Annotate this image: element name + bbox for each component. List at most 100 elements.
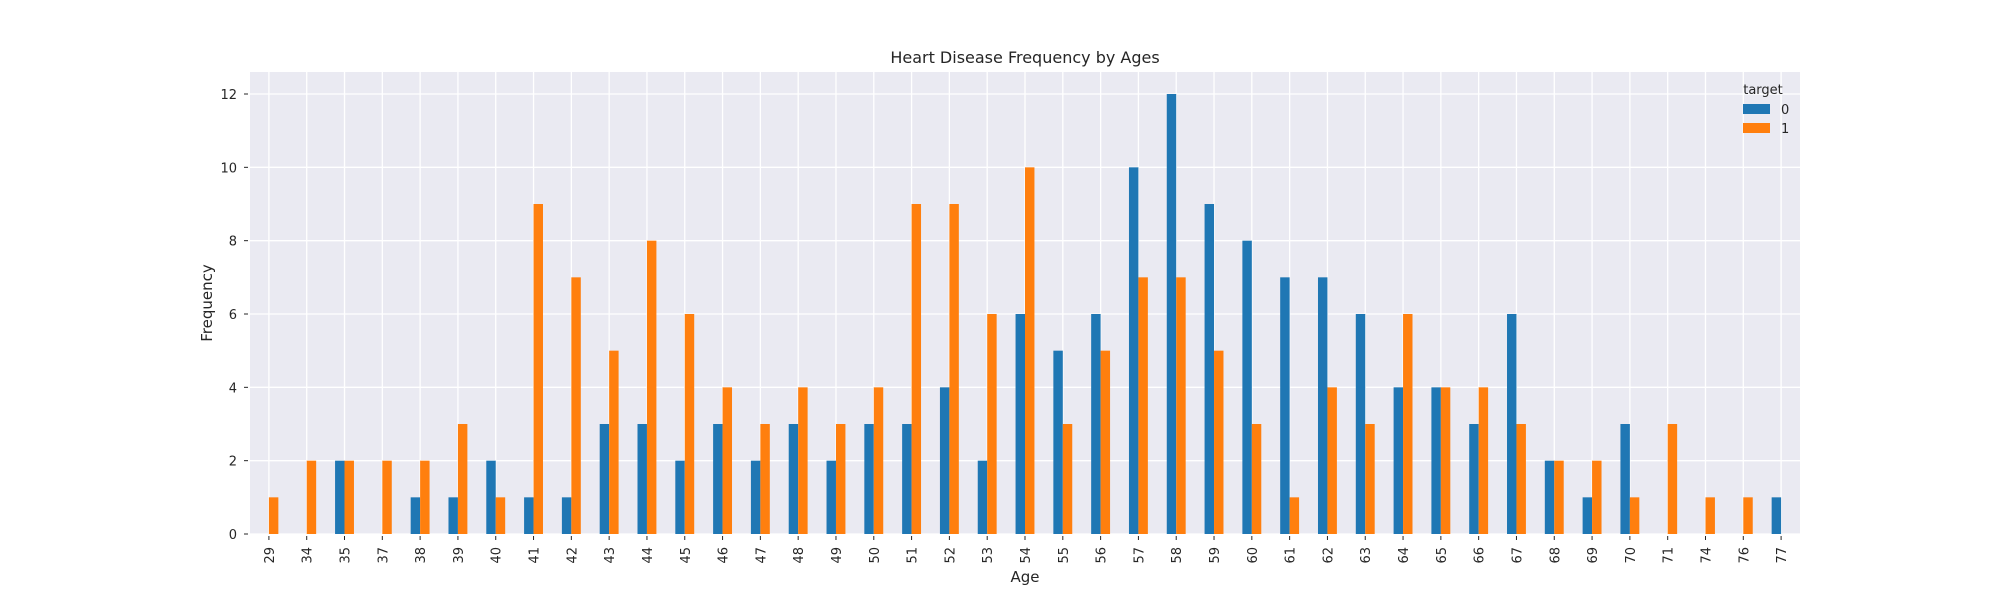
bar-series-1-age-41 [533,204,543,534]
bar-series-0-age-58 [1166,94,1177,534]
bar-series-1-age-67 [1516,424,1526,534]
x-tick-label: 35 [339,547,354,564]
bar-series-0-age-61 [1280,277,1290,534]
x-tick-label: 49 [830,547,845,564]
x-tick-label: 40 [490,547,505,564]
bar-series-1-age-65 [1440,387,1451,534]
x-tick-label: 77 [1775,547,1790,564]
x-tick-label: 66 [1473,547,1488,564]
x-tick-label: 68 [1548,547,1563,564]
x-tick-label: 69 [1586,547,1601,564]
x-tick-label: 48 [792,547,807,564]
bar-series-1-age-56 [1100,350,1111,534]
bar-series-0-age-35 [335,460,345,534]
y-tick-label: 10 [220,161,237,176]
x-tick-label: 38 [414,547,429,564]
x-tick-label: 64 [1397,547,1412,564]
bar-series-1-age-52 [949,204,959,534]
bar-series-1-age-55 [1062,424,1073,534]
x-tick-label: 39 [452,547,467,564]
x-tick-label: 47 [754,547,769,564]
bar-series-1-age-29 [268,497,279,534]
bar-series-0-age-47 [750,460,761,534]
x-tick-label: 55 [1057,547,1072,564]
bar-series-1-age-37 [382,460,392,534]
bar-series-0-age-68 [1544,460,1555,534]
bar-series-1-age-42 [571,277,581,534]
bar-series-0-age-62 [1317,277,1328,534]
x-tick-label: 61 [1284,547,1299,564]
bar-series-1-age-74 [1705,497,1715,534]
bar-series-1-age-71 [1667,424,1678,534]
bar-series-1-age-76 [1743,497,1753,534]
bar-series-0-age-67 [1507,314,1517,534]
bar-series-0-age-54 [1015,314,1025,534]
y-tick-label: 12 [220,88,237,103]
bar-series-1-age-45 [684,314,695,534]
x-tick-label: 50 [868,547,883,564]
bar-series-1-age-38 [420,460,430,534]
y-axis-title: Frequency [198,264,216,342]
x-axis-title: Age [1010,568,1039,586]
bars [268,94,1782,535]
bar-series-1-age-62 [1327,387,1337,534]
bar-series-0-age-41 [524,497,534,534]
x-tick-label: 67 [1510,547,1525,564]
x-tick-label: 76 [1737,547,1752,564]
bar-series-1-age-51 [911,204,922,534]
x-tick-label: 65 [1435,547,1450,564]
bar-series-1-age-70 [1629,497,1640,534]
bar-series-0-age-63 [1355,314,1366,534]
x-tick-label: 46 [717,547,732,564]
bar-series-1-age-40 [495,497,506,534]
bar-series-1-age-68 [1554,460,1564,534]
bar-series-0-age-52 [939,387,950,534]
bar-series-1-age-61 [1289,497,1300,534]
legend-title: target [1743,83,1783,98]
x-tick-label: 54 [1019,547,1034,564]
bar-series-0-age-66 [1469,424,1479,534]
y-tick-label: 0 [229,528,237,543]
bar-series-1-age-44 [646,240,657,534]
x-tick-label: 29 [263,547,278,564]
bar-series-0-age-51 [902,424,912,534]
legend-swatch-0 [1743,104,1770,114]
x-tick-label: 51 [906,547,921,564]
bar-series-1-age-49 [835,424,846,534]
bar-series-0-age-56 [1091,314,1101,534]
x-tick-label: 60 [1246,547,1261,564]
legend-label-0: 0 [1781,103,1789,118]
bar-series-1-age-69 [1592,460,1602,534]
bar-series-0-age-49 [826,460,836,534]
x-tick-label: 62 [1321,547,1336,564]
bar-series-0-age-55 [1053,350,1063,534]
x-tick-label: 44 [641,547,656,564]
bar-series-1-age-59 [1214,350,1224,534]
x-tick-label: 37 [376,547,391,564]
x-tick-label: 42 [565,547,580,564]
bar-series-1-age-43 [609,350,619,534]
bar-series-1-age-66 [1478,387,1489,534]
x-tick-label: 57 [1132,547,1147,564]
bar-series-0-age-48 [788,424,799,534]
bar-series-1-age-54 [1025,167,1035,535]
x-tick-label: 63 [1359,547,1374,564]
bar-series-0-age-60 [1242,240,1252,534]
bar-series-0-age-64 [1393,387,1404,534]
bar-series-1-age-35 [344,460,354,534]
x-tick-label: 34 [301,547,316,564]
bar-series-0-age-38 [410,497,421,534]
bar-series-1-age-34 [306,460,317,534]
bar-series-1-age-57 [1138,277,1148,534]
x-tick-label: 74 [1699,547,1714,564]
bar-series-1-age-50 [873,387,884,534]
x-tick-label: 70 [1624,547,1639,564]
bar-series-0-age-57 [1128,167,1139,535]
y-tick-label: 6 [229,308,237,323]
x-tick-label: 53 [981,547,996,564]
legend-label-1: 1 [1781,122,1789,137]
bar-series-1-age-64 [1403,314,1413,534]
bar-series-0-age-43 [599,424,610,534]
bar-series-0-age-46 [713,424,723,534]
bar-series-0-age-53 [977,460,988,534]
